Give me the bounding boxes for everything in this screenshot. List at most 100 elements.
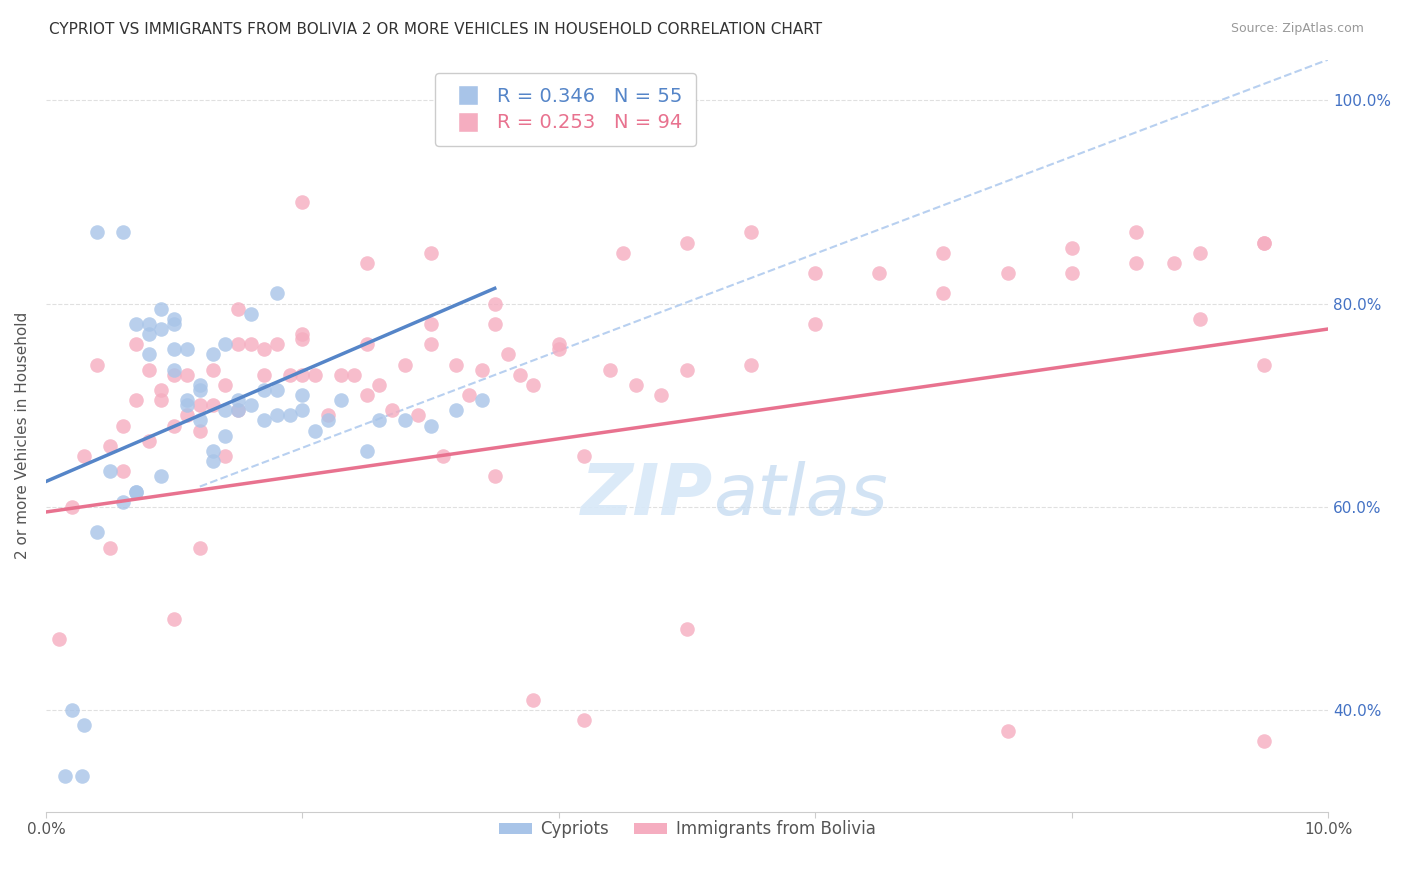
Point [125,484,148,499]
Point [997,266,1019,280]
Point [356,388,378,402]
Point [432,449,454,463]
Point [932,286,955,301]
Point [176,398,198,412]
Point [111,495,134,509]
Point [1253,235,1275,250]
Point [1253,358,1275,372]
Point [804,317,827,331]
Point [150,301,173,316]
Point [253,343,276,357]
Point [394,413,416,427]
Point [266,337,288,351]
Text: CYPRIOT VS IMMIGRANTS FROM BOLIVIA 2 OR MORE VEHICLES IN HOUSEHOLD CORRELATION C: CYPRIOT VS IMMIGRANTS FROM BOLIVIA 2 OR … [49,22,823,37]
Point [1253,733,1275,747]
Point [522,693,544,707]
Point [574,714,596,728]
Point [1060,266,1083,280]
Text: atlas: atlas [713,461,887,531]
Point [226,403,249,417]
Point [86,226,108,240]
Point [471,393,494,408]
Point [176,393,198,408]
Point [574,449,596,463]
Point [226,337,249,351]
Point [70,769,93,783]
Point [125,317,148,331]
Point [291,194,314,209]
Point [291,403,314,417]
Point [214,403,236,417]
Point [188,424,211,438]
Point [356,444,378,458]
Point [188,413,211,427]
Point [98,541,121,555]
Point [86,525,108,540]
Point [304,368,326,382]
Point [266,286,288,301]
Point [547,337,569,351]
Point [188,398,211,412]
Point [419,337,441,351]
Point [163,362,186,376]
Point [138,317,160,331]
Point [676,362,699,376]
Point [150,469,173,483]
Point [624,378,647,392]
Point [176,368,198,382]
Point [394,358,416,372]
Point [138,327,160,342]
Point [86,358,108,372]
Point [997,723,1019,738]
Point [253,368,276,382]
Point [740,226,762,240]
Point [329,393,352,408]
Point [740,358,762,372]
Point [125,393,148,408]
Point [73,449,96,463]
Point [201,347,224,361]
Point [343,368,366,382]
Point [804,266,827,280]
Point [138,362,160,376]
Point [176,409,198,423]
Point [98,464,121,478]
Point [163,612,186,626]
Point [226,403,249,417]
Point [163,418,186,433]
Point [278,368,301,382]
Point [253,413,276,427]
Point [419,317,441,331]
Point [188,378,211,392]
Point [381,403,404,417]
Point [201,454,224,468]
Point [329,368,352,382]
Point [214,337,236,351]
Point [240,398,263,412]
Point [650,388,672,402]
Point [1060,241,1083,255]
Point [266,383,288,397]
Point [138,347,160,361]
Point [1253,235,1275,250]
Point [60,703,83,717]
Point [368,378,391,392]
Point [201,398,224,412]
Point [226,301,249,316]
Point [316,413,339,427]
Point [547,343,569,357]
Point [484,296,506,310]
Text: Source: ZipAtlas.com: Source: ZipAtlas.com [1230,22,1364,36]
Point [419,418,441,433]
Point [599,362,621,376]
Point [932,245,955,260]
Point [253,383,276,397]
Point [201,444,224,458]
Point [240,307,263,321]
Point [1163,256,1185,270]
Point [125,484,148,499]
Point [226,393,249,408]
Point [1188,311,1211,326]
Point [240,337,263,351]
Point [612,245,634,260]
